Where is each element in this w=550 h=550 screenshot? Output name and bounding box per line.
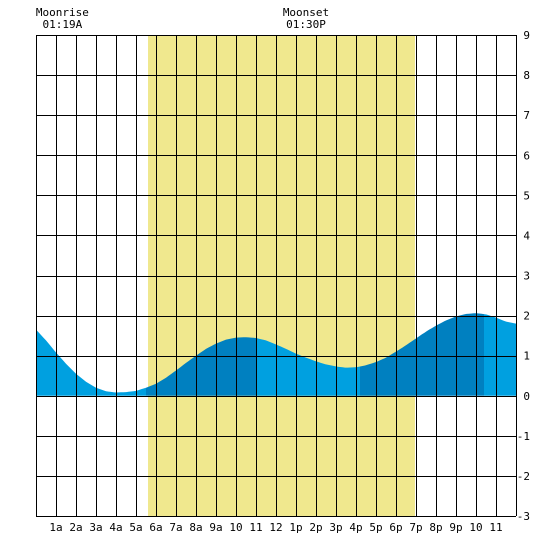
y-tick-label: 5 bbox=[523, 189, 530, 202]
y-tick-label: 9 bbox=[523, 29, 530, 42]
x-tick-label: 6a bbox=[149, 521, 162, 534]
x-tick-label: 9p bbox=[449, 521, 462, 534]
x-tick-label: 5a bbox=[129, 521, 142, 534]
tide-segment bbox=[484, 314, 516, 396]
x-tick-label: 1a bbox=[49, 521, 62, 534]
x-tick-label: 1p bbox=[289, 521, 302, 534]
x-tick-label: 10 bbox=[229, 521, 242, 534]
x-tick-label: 3a bbox=[89, 521, 102, 534]
moon-event-label: Moonset bbox=[283, 6, 329, 19]
x-tick-label: 7p bbox=[409, 521, 422, 534]
y-tick-label: 6 bbox=[523, 149, 530, 162]
x-tick-label: 7a bbox=[169, 521, 182, 534]
x-tick-label: 8a bbox=[189, 521, 202, 534]
x-tick-label: 2a bbox=[69, 521, 82, 534]
tide-segment bbox=[256, 338, 360, 396]
y-tick-label: 4 bbox=[523, 229, 530, 242]
x-tick-label: 10 bbox=[469, 521, 482, 534]
moon-event-time: 01:30P bbox=[286, 18, 326, 31]
x-tick-label: 8p bbox=[429, 521, 442, 534]
x-tick-label: 3p bbox=[329, 521, 342, 534]
y-tick-label: 0 bbox=[523, 390, 530, 403]
x-tick-label: 5p bbox=[369, 521, 382, 534]
y-tick-label: 3 bbox=[523, 270, 530, 283]
x-tick-label: 11 bbox=[489, 521, 502, 534]
y-axis-labels: 9 8 7 6 5 4 3 2 1 0 -1 -2 -3 bbox=[517, 29, 531, 523]
daylight-band bbox=[148, 35, 415, 516]
y-tick-label: 8 bbox=[523, 69, 530, 82]
x-tick-label: 6p bbox=[389, 521, 402, 534]
x-tick-label: 4a bbox=[109, 521, 122, 534]
moon-event-label: Moonrise bbox=[36, 6, 89, 19]
x-tick-label: 9a bbox=[209, 521, 222, 534]
y-tick-label: 2 bbox=[523, 310, 530, 323]
x-tick-label: 12 bbox=[269, 521, 282, 534]
tide-segment bbox=[360, 313, 484, 396]
grid-layer bbox=[36, 35, 517, 517]
x-tick-label: 4p bbox=[349, 521, 362, 534]
moon-event-time: 01:19A bbox=[43, 18, 83, 31]
y-tick-label: -1 bbox=[517, 430, 530, 443]
y-tick-label: 7 bbox=[523, 109, 530, 122]
x-axis-labels: 1a 2a 3a 4a 5a 6a 7a 8a 9a 10 11 12 1p 2p 3p 4p 5p 6p 7p 8p… bbox=[49, 521, 502, 534]
y-tick-label: -3 bbox=[517, 510, 530, 523]
y-tick-label: -2 bbox=[517, 470, 530, 483]
tide-segment bbox=[36, 329, 146, 396]
x-tick-label: 2p bbox=[309, 521, 322, 534]
daylight-band-layer bbox=[148, 35, 415, 516]
tide-segment bbox=[146, 337, 256, 396]
y-tick-label: 1 bbox=[523, 350, 530, 363]
x-tick-label: 11 bbox=[249, 521, 262, 534]
tide-area-layer bbox=[36, 313, 516, 396]
